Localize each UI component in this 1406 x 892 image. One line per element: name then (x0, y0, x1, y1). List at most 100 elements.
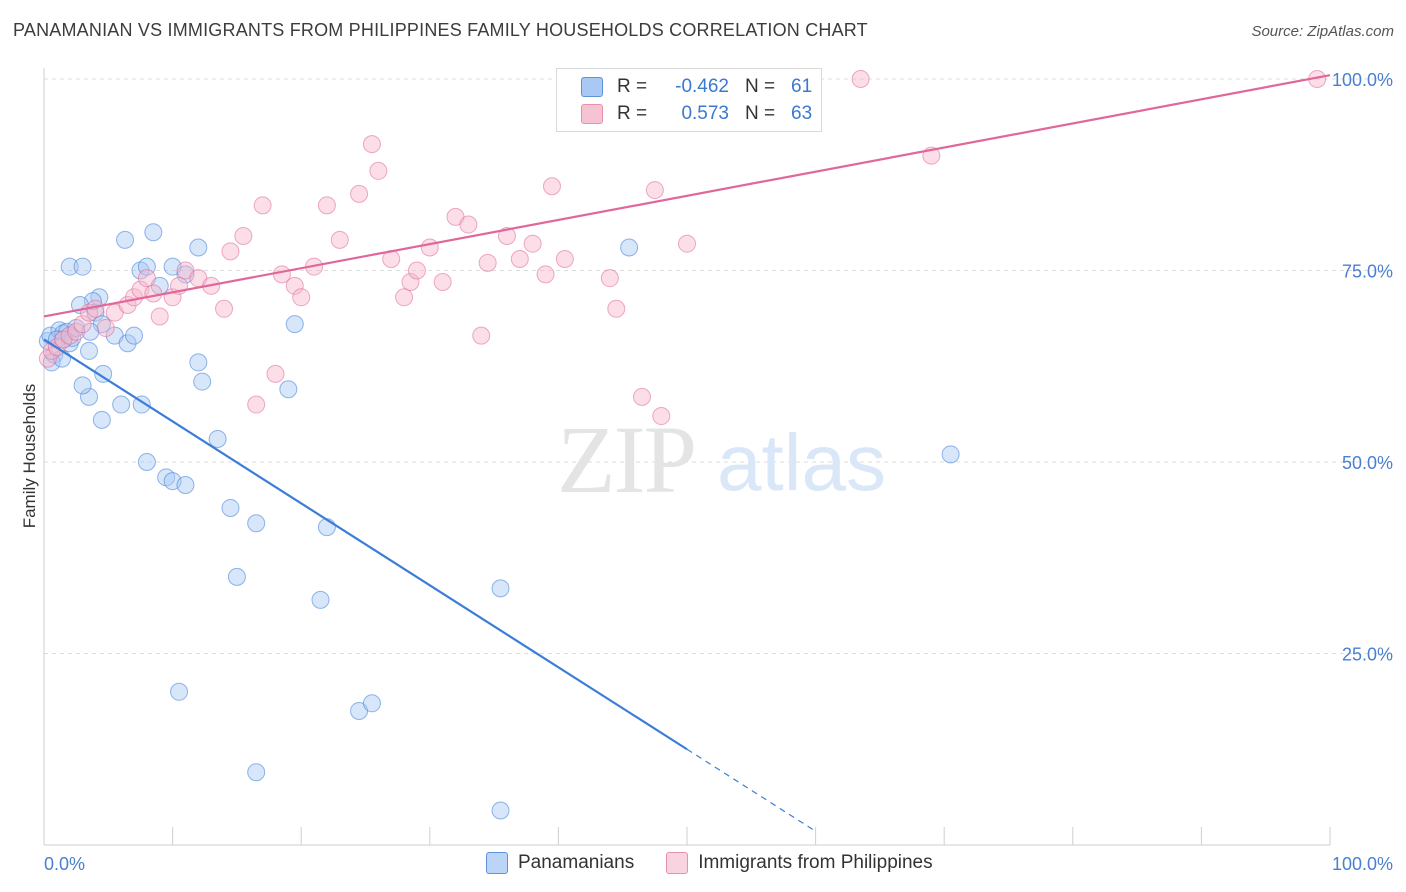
point-philippines (433, 272, 452, 291)
point-philippines (632, 387, 651, 406)
point-philippines (96, 318, 115, 337)
point-panamanians (112, 395, 131, 414)
point-panamanians (94, 364, 113, 383)
tick-labels: 25.0% 50.0% 75.0% 100.0% 0.0% 100.0% (44, 70, 1393, 874)
point-philippines (350, 184, 369, 203)
point-philippines (555, 250, 574, 269)
legend-label-panamanians: Panamanians (518, 852, 635, 873)
y-tick-label: 50.0% (1342, 453, 1393, 473)
point-philippines (362, 135, 381, 154)
legend-swatch-philippines (581, 104, 603, 124)
point-panamanians (362, 694, 381, 713)
legend-swatch-panamanians (486, 852, 508, 874)
legend-n-label: N = (745, 103, 776, 124)
x-tick-label: 0.0% (44, 854, 85, 874)
point-panamanians (137, 453, 156, 471)
point-philippines (395, 288, 414, 307)
point-panamanians (208, 430, 227, 449)
source-label: Source: ZipAtlas.com (1251, 23, 1394, 40)
correlation-legend: R = -0.462 N = 61 R = 0.573 N = 63 (556, 68, 822, 132)
x-tick-label: 100.0% (1332, 854, 1393, 874)
legend-n-label: N = (745, 76, 776, 97)
y-tick-label: 25.0% (1342, 645, 1393, 665)
point-panamanians (176, 475, 195, 494)
point-philippines (330, 230, 349, 249)
legend-swatch-philippines (666, 852, 689, 874)
point-philippines (497, 227, 516, 246)
point-panamanians (620, 238, 639, 257)
point-panamanians (311, 590, 330, 609)
point-philippines (420, 238, 439, 257)
grid (44, 78, 1390, 654)
point-philippines (459, 215, 478, 234)
legend-item-philippines[interactable]: Immigrants from Philippines (666, 852, 933, 874)
point-panamanians (60, 257, 79, 276)
legend-n-value: 63 (791, 103, 813, 124)
point-philippines (407, 261, 426, 280)
point-panamanians (118, 334, 137, 353)
watermark-zip: ZIP (557, 406, 695, 513)
point-philippines (137, 269, 156, 288)
point-philippines (73, 315, 92, 334)
point-panamanians (73, 257, 92, 276)
point-philippines (678, 234, 696, 253)
point-philippines (851, 70, 870, 88)
point-panamanians (80, 387, 99, 406)
legend-r-label: R = (617, 76, 648, 97)
point-panamanians (81, 322, 100, 341)
legend-r-value: -0.462 (675, 76, 729, 97)
point-philippines (369, 161, 388, 180)
point-panamanians (247, 514, 266, 533)
series-legend: Panamanians Immigrants from Philippines (486, 852, 965, 874)
watermark-atlas: atlas (717, 418, 886, 507)
data-points (38, 70, 1327, 820)
point-panamanians (144, 223, 163, 242)
point-panamanians (227, 567, 246, 586)
y-tick-label: 75.0% (1342, 262, 1393, 282)
trend-extension-panamanians (686, 748, 816, 832)
point-philippines (478, 253, 497, 272)
legend-r-label: R = (617, 103, 648, 124)
legend-r-value: 0.573 (681, 103, 729, 124)
legend-swatch-panamanians (581, 77, 603, 97)
legend-label-philippines: Immigrants from Philippines (698, 852, 933, 873)
point-philippines (600, 269, 619, 288)
point-panamanians (279, 380, 298, 399)
point-philippines (523, 234, 542, 253)
point-philippines (607, 299, 626, 318)
point-philippines (542, 177, 561, 196)
trend-line-philippines (43, 74, 1331, 318)
point-philippines (292, 288, 311, 307)
point-panamanians (317, 518, 336, 537)
point-panamanians (193, 372, 212, 391)
point-philippines (253, 196, 272, 215)
axes (43, 68, 1331, 846)
point-panamanians (247, 763, 266, 782)
point-philippines (221, 242, 240, 261)
y-tick-label: 100.0% (1332, 70, 1393, 90)
point-philippines (266, 364, 285, 383)
point-philippines (317, 196, 336, 215)
point-philippines (510, 250, 529, 269)
point-panamanians (73, 376, 92, 395)
chart-title: PANAMANIAN VS IMMIGRANTS FROM PHILIPPINE… (13, 20, 868, 40)
legend-row-panamanians: R = -0.462 N = 61 (581, 74, 812, 100)
point-panamanians (941, 445, 960, 464)
legend-item-panamanians[interactable]: Panamanians (486, 852, 634, 874)
legend-row-philippines: R = 0.573 N = 63 (581, 101, 812, 127)
point-panamanians (92, 410, 111, 429)
point-panamanians (491, 579, 510, 598)
legend-n-value: 61 (791, 76, 813, 97)
point-philippines (234, 227, 253, 246)
watermark: ZIP atlas (557, 406, 886, 513)
point-philippines (144, 284, 163, 303)
point-panamanians (221, 498, 240, 517)
point-panamanians (189, 353, 208, 372)
point-philippines (652, 407, 671, 426)
y-axis-label: Family Households (20, 384, 39, 529)
point-panamanians (189, 238, 208, 257)
trend-line-panamanians (43, 338, 688, 751)
point-philippines (67, 322, 86, 341)
point-panamanians (116, 230, 135, 249)
